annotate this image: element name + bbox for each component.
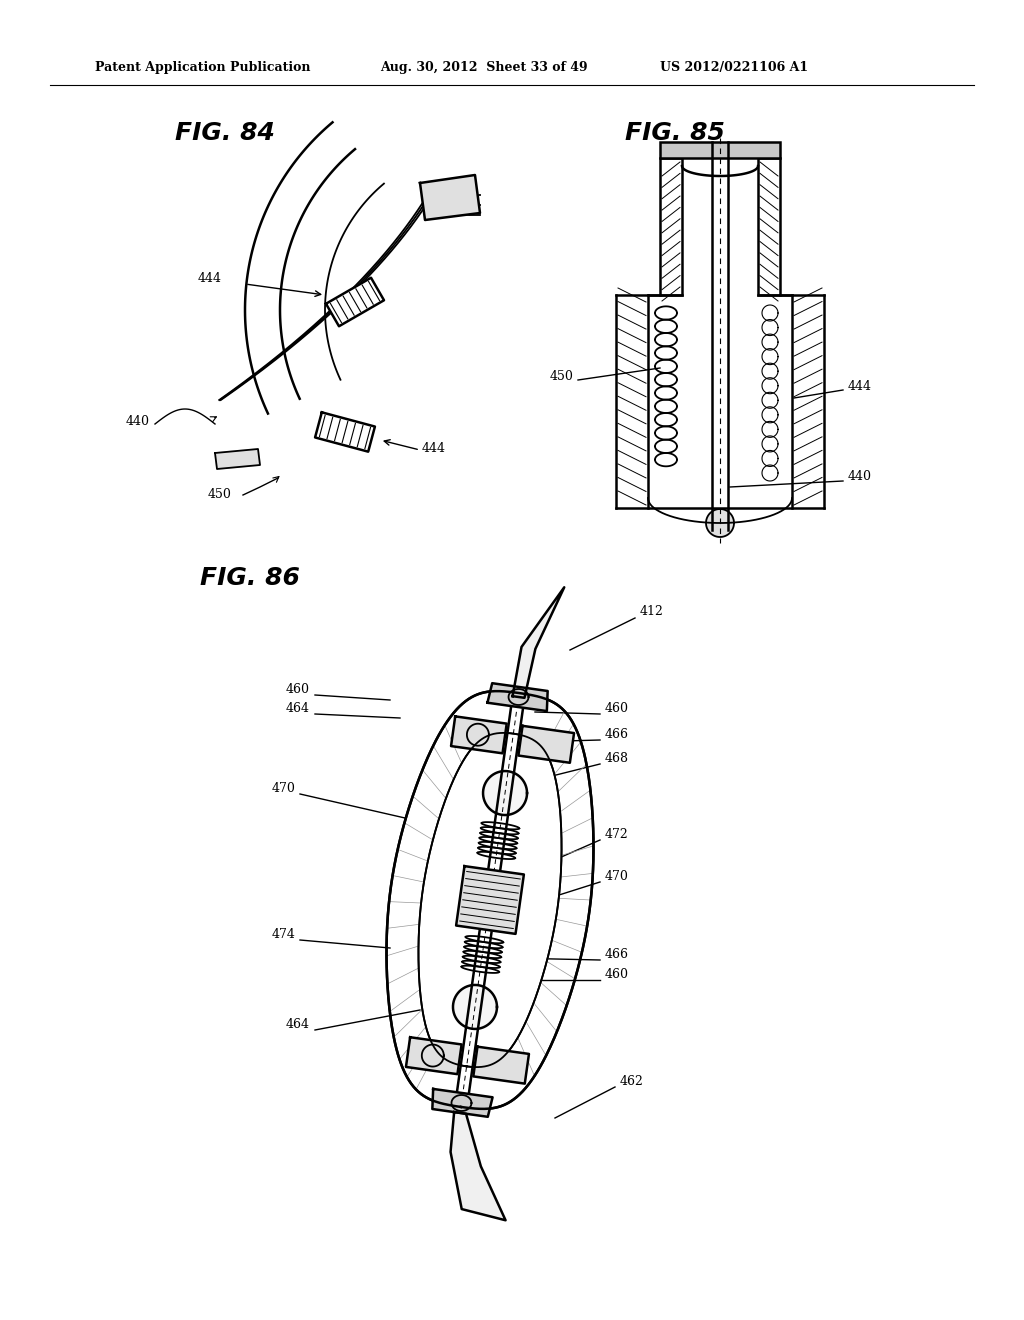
Polygon shape bbox=[483, 771, 527, 814]
Text: 460: 460 bbox=[286, 682, 310, 696]
Polygon shape bbox=[315, 412, 375, 451]
Text: 460: 460 bbox=[605, 968, 629, 981]
Polygon shape bbox=[473, 1047, 529, 1084]
Polygon shape bbox=[451, 1111, 506, 1220]
Text: 450: 450 bbox=[208, 488, 232, 502]
Polygon shape bbox=[487, 684, 548, 711]
Text: 470: 470 bbox=[605, 870, 629, 883]
Text: Patent Application Publication: Patent Application Publication bbox=[95, 62, 310, 74]
Text: 440: 440 bbox=[848, 470, 872, 483]
Text: 412: 412 bbox=[640, 605, 664, 618]
Polygon shape bbox=[326, 277, 384, 326]
Text: 444: 444 bbox=[198, 272, 222, 285]
Text: US 2012/0221106 A1: US 2012/0221106 A1 bbox=[660, 62, 808, 74]
Polygon shape bbox=[513, 587, 564, 698]
Text: 468: 468 bbox=[605, 752, 629, 766]
Text: FIG. 86: FIG. 86 bbox=[200, 566, 300, 590]
Bar bbox=[660, 143, 780, 158]
Text: FIG. 85: FIG. 85 bbox=[625, 121, 725, 145]
Polygon shape bbox=[215, 449, 260, 469]
Text: 444: 444 bbox=[848, 380, 872, 393]
Text: Aug. 30, 2012  Sheet 33 of 49: Aug. 30, 2012 Sheet 33 of 49 bbox=[380, 62, 588, 74]
Polygon shape bbox=[451, 717, 507, 754]
Polygon shape bbox=[420, 176, 480, 220]
Text: 440: 440 bbox=[126, 414, 150, 428]
Text: 450: 450 bbox=[549, 370, 573, 383]
Text: 460: 460 bbox=[605, 702, 629, 715]
Text: 466: 466 bbox=[605, 729, 629, 741]
Text: 464: 464 bbox=[286, 1018, 310, 1031]
Text: 464: 464 bbox=[286, 702, 310, 715]
Text: 466: 466 bbox=[605, 948, 629, 961]
Polygon shape bbox=[406, 1038, 462, 1074]
Polygon shape bbox=[456, 866, 524, 933]
Polygon shape bbox=[518, 726, 574, 763]
Bar bbox=[660, 158, 682, 294]
Polygon shape bbox=[419, 733, 561, 1067]
Polygon shape bbox=[453, 985, 497, 1030]
Polygon shape bbox=[706, 510, 734, 537]
Text: 444: 444 bbox=[422, 442, 446, 455]
Bar bbox=[758, 158, 780, 294]
Text: 462: 462 bbox=[620, 1074, 644, 1088]
Text: 472: 472 bbox=[605, 828, 629, 841]
Polygon shape bbox=[386, 692, 594, 1109]
Text: 470: 470 bbox=[271, 781, 295, 795]
Polygon shape bbox=[432, 1089, 493, 1117]
Text: 474: 474 bbox=[271, 928, 295, 941]
Text: FIG. 84: FIG. 84 bbox=[175, 121, 274, 145]
